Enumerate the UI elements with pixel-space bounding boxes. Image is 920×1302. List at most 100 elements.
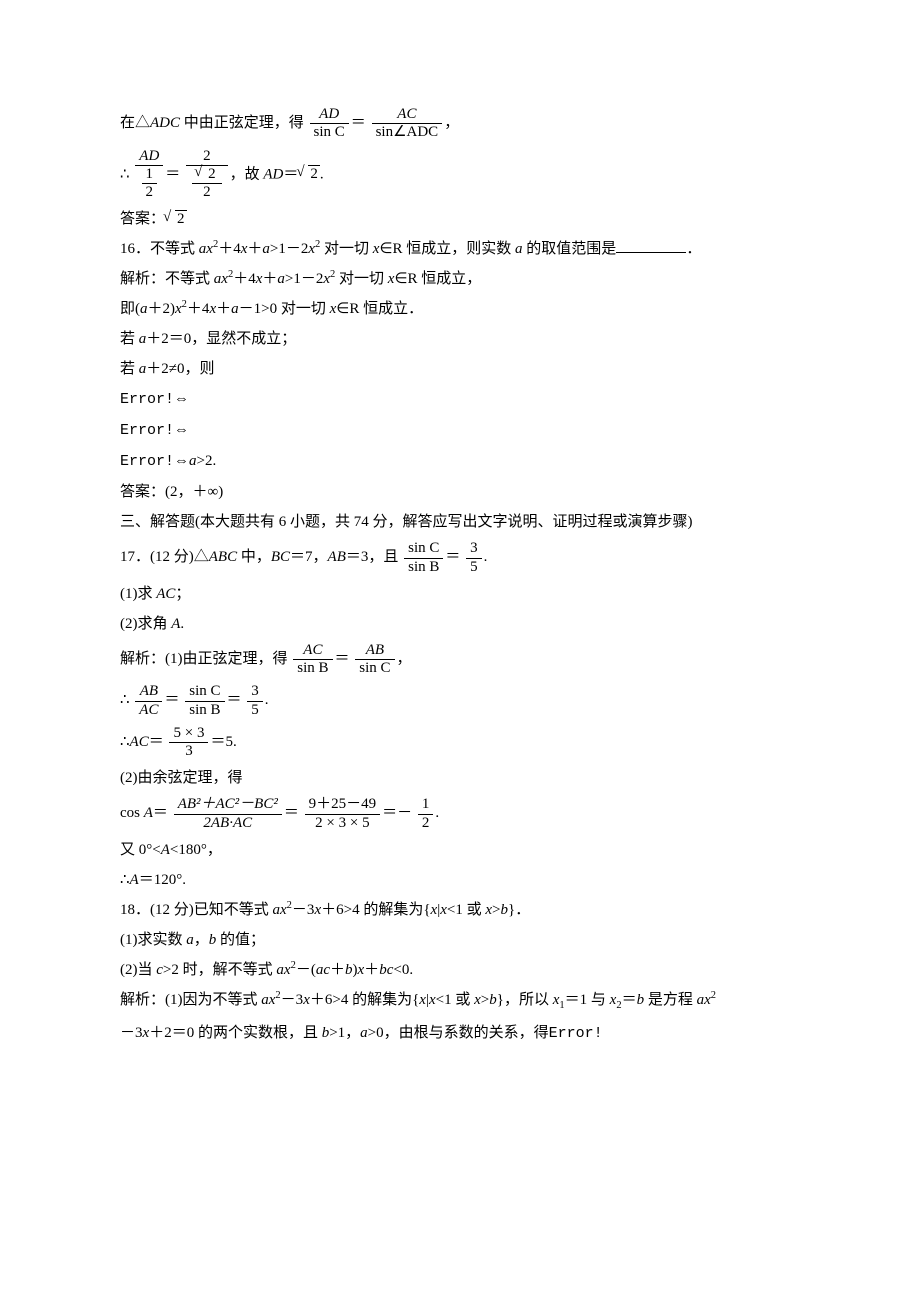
- text: ＋4: [233, 271, 256, 287]
- text: ，故: [230, 166, 264, 182]
- fraction: 9＋25－49 2 × 3 × 5: [305, 796, 381, 832]
- fraction-denominator: 2AB·AC: [174, 814, 282, 832]
- text: ＝3，且: [346, 549, 399, 565]
- text: .: [180, 616, 184, 632]
- var: b: [637, 992, 645, 1008]
- text: 若: [120, 331, 139, 347]
- document-page: 在△ADC 中由正弦定理，得 AD sin C ＝ AC sin∠ADC ， ∴…: [0, 0, 920, 1302]
- var: a: [360, 1025, 368, 1041]
- var: bc: [379, 962, 393, 978]
- text: <180°，: [170, 842, 222, 858]
- var: c: [156, 962, 163, 978]
- text: ＋: [216, 301, 231, 317]
- text-line: 解析：不等式 ax2＋4x＋a>1－2x2 对一切 x∈R 恒成立，: [120, 267, 800, 291]
- fraction: AB sin C: [355, 642, 394, 678]
- var: ax: [214, 271, 228, 287]
- text: ＋: [262, 271, 277, 287]
- var: x: [429, 992, 436, 1008]
- text: ∈R 恒成立，: [394, 271, 481, 287]
- text: ∴: [120, 692, 130, 708]
- text: －(: [296, 962, 316, 978]
- text: ．: [686, 241, 701, 257]
- var: a: [186, 932, 194, 948]
- text: >: [481, 992, 489, 1008]
- text: 又 0°<: [120, 842, 161, 858]
- text: －3: [120, 1025, 143, 1041]
- sqrt: 2: [165, 207, 187, 231]
- text: (2)由余弦定理，得: [120, 770, 243, 786]
- question-number: 17．(12 分)△: [120, 549, 209, 565]
- var: ax: [276, 962, 290, 978]
- fraction-denominator: sin B: [185, 701, 224, 719]
- text: ＋4: [218, 241, 241, 257]
- var: a: [189, 453, 197, 469]
- fraction-numerator: 5 × 3: [169, 725, 208, 742]
- text-line: ∴ AB AC ＝ sin C sin B ＝ 3 5 .: [120, 683, 800, 719]
- text: ＋2＝0 的两个实数根，且: [149, 1025, 322, 1041]
- text: (1)求实数: [120, 932, 186, 948]
- fraction: 3 5: [247, 683, 263, 719]
- fraction-denominator: 2 2: [186, 165, 228, 202]
- text: <0.: [393, 962, 413, 978]
- var: AC: [130, 734, 149, 750]
- error-line: Error!⇔: [120, 387, 800, 412]
- fraction-numerator: AC: [293, 642, 332, 659]
- fraction-numerator: sin C: [185, 683, 224, 700]
- exponent: 2: [711, 990, 716, 1001]
- var: AC: [156, 586, 175, 602]
- error-text: Error!: [120, 391, 174, 408]
- fraction-numerator: AD: [135, 148, 163, 165]
- fraction-denominator: 5: [247, 701, 263, 719]
- var: ax: [273, 902, 287, 918]
- text: .: [320, 166, 324, 182]
- text: ∴: [120, 872, 130, 888]
- fraction: sin C sin B: [404, 540, 443, 576]
- text: ＋2≠0，则: [146, 361, 214, 377]
- var: a: [140, 301, 148, 317]
- answer-text: 答案：(2，＋∞): [120, 484, 223, 500]
- text: ＋: [247, 241, 262, 257]
- question-line: 18．(12 分)已知不等式 ax2－3x＋6>4 的解集为{x|x<1 或 x…: [120, 898, 800, 922]
- question-line: 17．(12 分)△ABC 中，BC＝7，AB＝3，且 sin C sin B …: [120, 540, 800, 576]
- fraction-denominator: 1 2: [135, 165, 163, 202]
- triangle-name: ADC: [150, 115, 180, 131]
- solution-label: 解析：(1)由正弦定理，得: [120, 651, 288, 667]
- error-text: Error!: [549, 1025, 603, 1042]
- subquestion-line: (2)当 c>2 时，解不等式 ax2－(ac＋b)x＋bc<0.: [120, 958, 800, 982]
- text-line: ∴ AD 1 2 ＝ 2 2 2 ，故 AD＝2.: [120, 148, 800, 202]
- text: －3: [292, 902, 315, 918]
- fraction-numerator: 1: [418, 796, 434, 813]
- text: 中由正弦定理，得: [180, 115, 304, 131]
- fraction: AB²＋AC²－BC² 2AB·AC: [174, 796, 282, 832]
- fraction: 5 × 3 3: [169, 725, 208, 761]
- error-text: Error!: [120, 422, 174, 439]
- text: ＋6>4 的解集为{: [321, 902, 430, 918]
- text-line: 又 0°<A<180°，: [120, 838, 800, 862]
- fraction-numerator: AB: [355, 642, 394, 659]
- text: ＝1 与: [565, 992, 610, 1008]
- text: －3: [281, 992, 304, 1008]
- equals: ＝: [445, 549, 460, 565]
- fraction-numerator: sin C: [404, 540, 443, 557]
- text: 对一切: [335, 271, 388, 287]
- text-line: (2)由余弦定理，得: [120, 766, 800, 790]
- var: ax: [697, 992, 711, 1008]
- text-line: 若 a＋2＝0，显然不成立；: [120, 327, 800, 351]
- answer-line: 答案：2: [120, 207, 800, 231]
- var: ac: [316, 962, 330, 978]
- fraction-denominator: AC: [135, 701, 162, 719]
- text: >0，由根与系数的关系，得: [368, 1025, 549, 1041]
- equals: ＝: [149, 734, 164, 750]
- text: ＋: [330, 962, 345, 978]
- error-line: Error!⇔a>2.: [120, 449, 800, 474]
- equals: ＝: [284, 805, 299, 821]
- fraction: AD sin C: [310, 106, 349, 142]
- text: >: [492, 902, 500, 918]
- var: b: [489, 992, 497, 1008]
- var: A: [161, 842, 170, 858]
- fraction-denominator: 3: [169, 742, 208, 760]
- text: ＝5.: [210, 734, 236, 750]
- text: ＝7，: [290, 549, 328, 565]
- text: 中，: [237, 549, 271, 565]
- sqrt: 2: [298, 162, 320, 186]
